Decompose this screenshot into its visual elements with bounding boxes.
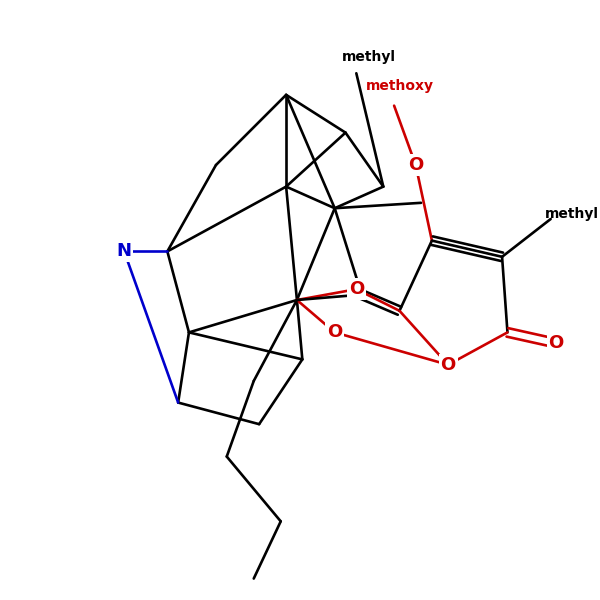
Text: methoxy: methoxy <box>365 79 434 93</box>
Text: methyl: methyl <box>545 206 599 221</box>
Text: O: O <box>327 323 343 341</box>
Text: O: O <box>349 280 364 298</box>
Text: N: N <box>116 242 131 260</box>
Text: O: O <box>548 334 563 352</box>
Text: methyl: methyl <box>342 50 396 64</box>
Text: O: O <box>408 156 424 174</box>
Text: O: O <box>440 356 456 374</box>
